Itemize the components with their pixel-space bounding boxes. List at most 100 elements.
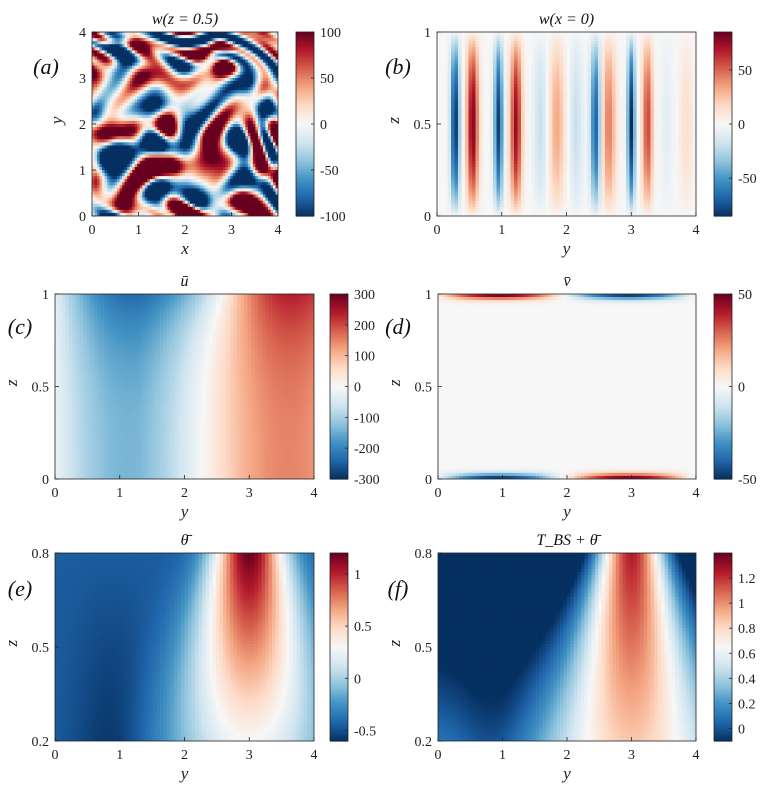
y-tick-label: 0.2 <box>415 735 433 750</box>
panel-label: (a) <box>33 54 59 79</box>
y-tick-label: 3 <box>79 72 86 87</box>
x-tick-label: 4 <box>693 223 700 238</box>
colorbar-tick-label: 0 <box>320 118 327 133</box>
heatmap-field <box>55 553 314 741</box>
x-tick-label: 2 <box>563 223 570 238</box>
x-tick-label: 3 <box>628 223 635 238</box>
panel-label: (c) <box>8 314 32 339</box>
colorbar-tick-label: 0 <box>738 381 745 396</box>
panel-label: (e) <box>8 576 32 601</box>
y-tick-label: 1 <box>79 164 86 179</box>
y-tick-label: 0.8 <box>32 547 50 562</box>
plot-title: v̄ <box>563 273 571 290</box>
y-tick-label: 0.5 <box>415 641 433 656</box>
x-axis-label: y <box>179 502 189 521</box>
colorbar-tick-label: -100 <box>354 411 380 426</box>
colorbar-tick-label: 200 <box>354 319 375 334</box>
colorbar: -0.5 0 0.5 1 <box>329 552 376 742</box>
colorbar-tick-label: 1 <box>354 568 361 583</box>
y-tick-label: 0.8 <box>415 547 433 562</box>
x-axis-label: y <box>561 502 571 521</box>
x-tick-label: 4 <box>311 748 318 763</box>
x-tick-label: 1 <box>116 486 123 501</box>
x-tick-label: 3 <box>628 748 635 763</box>
colorbar-tick-label: -200 <box>354 442 380 457</box>
colorbar: 0 0.2 0.4 0.6 0.8 1 1.2 <box>713 552 756 742</box>
colorbar-tick-label: 0.2 <box>738 697 756 712</box>
colorbar-tick-label: 0.4 <box>738 672 756 687</box>
x-tick-label: 3 <box>246 748 253 763</box>
heatmap-field <box>92 32 278 216</box>
panel-label: (b) <box>385 54 411 79</box>
colorbar-tick-label: -100 <box>320 210 346 225</box>
colorbar-tick-label: 50 <box>738 288 752 303</box>
y-tick-label: 1 <box>424 26 431 41</box>
colorbar-tick-label: 1 <box>738 597 745 612</box>
panel-0: w(z = 0.5) 0 1 2 3 4 0 1 2 3 4 x y (a) -100 -50 0 50 100 <box>33 11 346 258</box>
colorbar-tick-label: 0.5 <box>354 620 372 635</box>
panel-1: w(x = 0) 0 1 2 3 4 0 0.5 1 y z (b) -50 0 50 <box>384 11 757 258</box>
x-tick-label: 3 <box>228 223 235 238</box>
colorbar-tick-label: -0.5 <box>354 725 376 740</box>
y-axis-label: z <box>384 117 403 125</box>
x-tick-label: 0 <box>435 486 442 501</box>
x-tick-label: 1 <box>116 748 123 763</box>
x-tick-label: 4 <box>693 748 700 763</box>
y-tick-label: 0.5 <box>415 381 433 396</box>
colorbar: -50 0 50 <box>713 288 757 488</box>
y-axis-label: z <box>385 640 404 648</box>
x-tick-label: 4 <box>311 486 318 501</box>
x-tick-label: 0 <box>52 486 59 501</box>
y-tick-label: 0.2 <box>32 735 50 750</box>
colorbar-tick-label: 100 <box>320 26 341 41</box>
x-tick-label: 4 <box>693 486 700 501</box>
colorbar-tick-label: 0 <box>354 381 361 396</box>
x-tick-label: 0 <box>52 748 59 763</box>
x-tick-label: 2 <box>564 748 571 763</box>
y-axis-label: z <box>385 379 404 387</box>
y-tick-label: 1 <box>42 288 49 303</box>
panel-2: ū 0 1 2 3 4 0 0.5 1 y z (c) -300 -200 -100 0 100 200 300 <box>2 273 380 521</box>
plot-title: θ̄ <box>181 532 193 549</box>
x-tick-label: 2 <box>181 486 188 501</box>
panel-3: v̄ 0 1 2 3 4 0 0.5 1 y z (d) -50 0 50 <box>385 273 757 521</box>
y-tick-label: 0 <box>42 473 49 488</box>
y-axis-label: y <box>47 116 66 126</box>
x-axis-label: x <box>180 239 189 258</box>
y-tick-label: 1 <box>425 288 432 303</box>
x-axis-label: y <box>179 764 189 783</box>
panel-5: T_BS + θ̄0 1 2 3 40.20.50.8yz(f)00.20.40.60.… <box>385 532 756 783</box>
colorbar-tick-label: 100 <box>354 350 375 365</box>
x-tick-label: 1 <box>498 223 505 238</box>
colorbar-tick-label: 1.2 <box>738 572 756 587</box>
colorbar-tick-label: 0 <box>738 722 745 737</box>
panel-label: (d) <box>385 314 411 339</box>
heatmap-field <box>437 32 696 216</box>
y-tick-label: 0.5 <box>32 641 50 656</box>
x-tick-label: 1 <box>499 748 506 763</box>
x-tick-label: 4 <box>275 223 282 238</box>
colorbar-tick-label: 0.6 <box>738 647 756 662</box>
y-tick-label: 4 <box>79 26 86 41</box>
x-tick-label: 2 <box>564 486 571 501</box>
heatmap-field <box>55 294 314 479</box>
panel-label: (f) <box>388 576 409 601</box>
x-tick-label: 0 <box>435 748 442 763</box>
y-tick-label: 0.5 <box>414 118 432 133</box>
x-tick-label: 0 <box>89 223 96 238</box>
plot-title: w(z = 0.5) <box>152 11 218 28</box>
colorbar: -50 0 50 <box>713 31 757 217</box>
x-axis-label: y <box>561 239 571 258</box>
y-axis-label: z <box>2 379 21 387</box>
colorbar-tick-label: 50 <box>738 64 752 79</box>
colorbar-tick-label: 0.8 <box>738 622 756 637</box>
x-axis-label: y <box>561 764 571 783</box>
y-tick-label: 0 <box>424 210 431 225</box>
x-tick-label: 2 <box>182 223 189 238</box>
colorbar-tick-label: -50 <box>738 473 757 488</box>
colorbar-tick-label: -50 <box>320 164 339 179</box>
colorbar-tick-label: 300 <box>354 288 375 303</box>
plot-title: T_BS + θ̄ <box>536 532 601 549</box>
plot-title: w(x = 0) <box>539 11 594 28</box>
